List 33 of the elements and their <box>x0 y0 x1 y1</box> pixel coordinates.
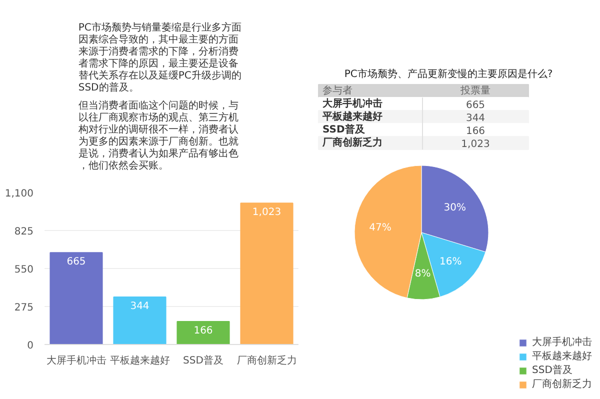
legend-label: SSD普及 <box>532 364 572 377</box>
x-tick-label: SSD普及 <box>183 354 224 366</box>
legend-label: 厂商创新乏力 <box>532 378 592 391</box>
x-tick-label: 大屏手机冲击 <box>46 354 106 366</box>
category-label: 大屏手机冲击 <box>322 98 382 110</box>
text: PC市场颓势、产品更新变慢的主要原因是什么? <box>344 68 553 80</box>
data-label: 344 <box>130 300 150 312</box>
data-label: 30% <box>444 202 466 214</box>
data-label: 665 <box>466 100 486 111</box>
data-label: 1,023 <box>252 207 282 218</box>
legend-label: 大屏手机冲击 <box>532 336 592 349</box>
text: PC市场颓势与销量萎缩是行业多方面因素综合导致的，其中最主要的方面来源于消费者需求的下降，分析消费者需求下降的原因，最主要还是设备替代关系存在以及延缓PC升级步调的SSD的普及。 <box>78 22 242 94</box>
text: 投票量 <box>460 84 490 96</box>
data-label: 166 <box>194 326 213 337</box>
y-tick-label: 550 <box>14 264 34 276</box>
data-label: 665 <box>66 256 86 268</box>
category-label: 平板越来越好 <box>322 110 382 122</box>
slice-label: 厂商创新乏力 <box>322 136 382 148</box>
data-label: 47% <box>369 222 392 234</box>
data-label: 166 <box>466 126 486 137</box>
text: 但当消费者面临这个问题的时候，与以往厂商观察市场的观点、第三方机构对行业的调研很不一样，消费者认为更多的因素来源于厂商创新。也就是说，消费者认为如果产品有够出色，他们依然会买账。 <box>77 100 238 172</box>
data-label: 16% <box>440 256 462 268</box>
text: 参与者 <box>322 84 352 96</box>
x-tick-label: 厂商创新乏力 <box>236 354 297 366</box>
y-tick-label: 825 <box>14 226 34 238</box>
y-tick-label: 0 <box>27 340 34 352</box>
category-label: SSD普及 <box>322 124 366 136</box>
data-label: 1,023 <box>461 139 490 150</box>
data-label: 8% <box>414 268 431 280</box>
y-tick-label: 1,100 <box>4 188 34 200</box>
data-label: 344 <box>466 113 486 124</box>
y-tick-label: 275 <box>14 302 34 314</box>
x-tick-label: 平板越来越好 <box>110 354 170 366</box>
